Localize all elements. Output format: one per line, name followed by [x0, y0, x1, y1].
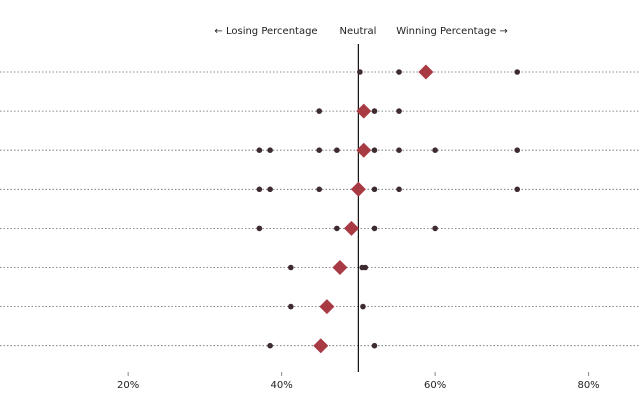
- losing-label: ← Losing Percentage: [214, 26, 317, 37]
- point: [396, 69, 402, 75]
- point: [362, 264, 369, 271]
- x-tick-label: 40%: [271, 380, 293, 391]
- x-tick-label: 20%: [117, 380, 139, 391]
- point: [267, 342, 273, 349]
- point: [360, 303, 366, 310]
- winning-label: Winning Percentage →: [396, 26, 508, 37]
- mean-diamond: [313, 338, 329, 354]
- point: [256, 147, 263, 153]
- point: [316, 147, 323, 153]
- point: [514, 69, 521, 75]
- mean-diamond: [350, 181, 366, 197]
- point: [371, 225, 378, 232]
- point: [256, 186, 263, 193]
- point: [357, 69, 363, 75]
- point: [432, 147, 438, 153]
- point: [371, 186, 378, 193]
- point: [288, 264, 294, 271]
- point: [334, 225, 340, 232]
- mean-diamond: [343, 220, 359, 236]
- point: [396, 108, 402, 114]
- neutral-label: Neutral: [340, 26, 377, 37]
- point: [288, 303, 294, 310]
- point: [514, 186, 521, 193]
- mean-diamond: [356, 142, 372, 158]
- mean-diamond: [319, 299, 335, 315]
- mean-diamond: [356, 103, 372, 119]
- point: [396, 186, 402, 193]
- mean-diamond: [418, 64, 434, 80]
- point: [316, 108, 323, 114]
- point: [267, 186, 273, 193]
- point: [371, 342, 378, 349]
- mean-diamond: [332, 260, 348, 275]
- point: [256, 225, 263, 232]
- point: [334, 147, 340, 153]
- point: [514, 147, 521, 153]
- point: [371, 108, 378, 114]
- point: [267, 147, 273, 153]
- point: [396, 147, 402, 153]
- point: [316, 186, 323, 193]
- x-tick-label: 80%: [577, 380, 599, 391]
- point: [371, 147, 378, 153]
- point: [432, 225, 438, 232]
- x-tick-label: 60%: [424, 380, 446, 391]
